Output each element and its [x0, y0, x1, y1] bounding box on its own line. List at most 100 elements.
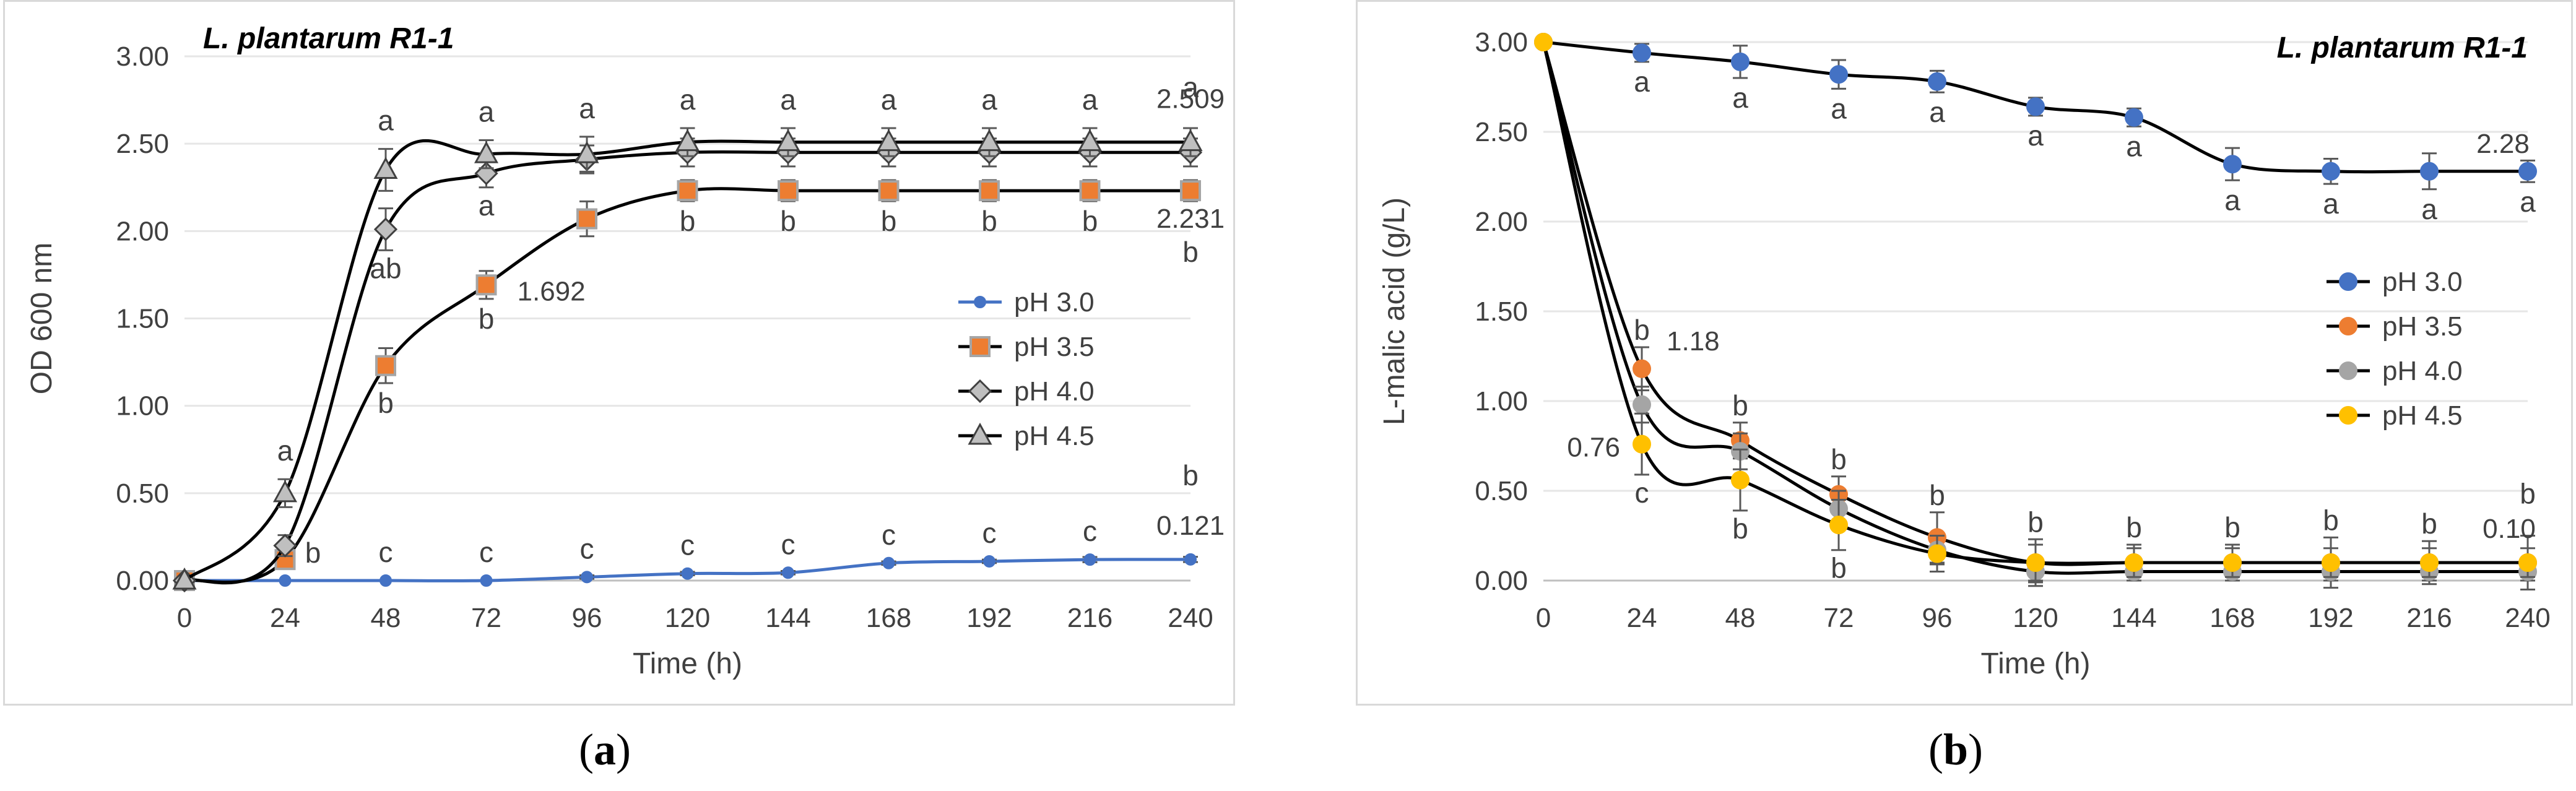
value-label: 2.231: [1156, 204, 1225, 234]
series-pH-3-0: [1534, 33, 2537, 191]
caption-b-letter: b: [1943, 725, 1969, 774]
value-label: 0.121: [1156, 511, 1225, 541]
series-pH-4-5: [1534, 33, 2537, 582]
significance-letter: b: [2027, 506, 2044, 538]
growth-chart: 0.00 0.50 1.00 1.50 2.00 2.50 3.00 0 24 48 72 96 120…: [25, 22, 1225, 680]
y-tick-label: 2.00: [1475, 207, 1528, 237]
value-label: 2.509: [1156, 84, 1225, 115]
legend-marker: [974, 296, 986, 308]
data-point: [1180, 180, 1201, 202]
legend-label: pH 4.0: [1014, 376, 1095, 407]
data-point: [375, 355, 396, 376]
x-tick-label: 216: [2406, 603, 2452, 633]
significance-letter: b: [2421, 508, 2437, 540]
x-tick-label: 192: [2308, 603, 2353, 633]
legend-marker: [2339, 317, 2357, 335]
significance-letter: a: [1182, 71, 1199, 103]
significance-letter: a: [981, 84, 997, 116]
significance-letter: b: [1831, 443, 1847, 475]
significance-letter: a: [1929, 96, 1945, 128]
significance-letter: c: [982, 517, 997, 549]
significance-letter: a: [579, 92, 595, 124]
x-axis-title: Time (h): [1981, 647, 2091, 680]
data-point: [2322, 162, 2340, 181]
data-point: [2518, 553, 2537, 572]
y-axis-title: OD 600 nm: [25, 243, 58, 394]
significance-letter: a: [378, 105, 394, 137]
x-tick-label: 168: [2210, 603, 2255, 633]
significance-letter: b: [981, 205, 997, 237]
significance-letter: a: [1831, 92, 1847, 124]
significance-letter: a: [2027, 119, 2044, 152]
data-point: [576, 208, 597, 230]
significance-letter: b: [881, 205, 897, 237]
significance-letter: c: [882, 519, 896, 551]
x-tick-label: 96: [572, 603, 602, 633]
x-tick-label: 0: [177, 603, 192, 633]
x-tick-label: 48: [1725, 603, 1756, 633]
significance-letter: b: [2224, 511, 2240, 543]
data-point: [2420, 553, 2439, 572]
legend-entry: pH 3.5: [2327, 311, 2463, 342]
data-point: [2322, 553, 2340, 572]
legend-label: pH 4.5: [2382, 400, 2463, 431]
legend-label: pH 4.5: [1014, 421, 1095, 451]
data-point: [475, 274, 497, 296]
data-point: [1079, 180, 1101, 202]
chart-panel-b: 0.00 0.50 1.00 1.50 2.00 2.50 3.00 0 24 48 72 96 120…: [1356, 0, 2573, 706]
significance-letter: b: [2323, 504, 2339, 536]
data-point: [379, 574, 392, 587]
data-point: [1178, 129, 1203, 152]
data-point: [1083, 553, 1096, 566]
data-point: [1829, 516, 1848, 535]
y-tick-label: 2.50: [116, 129, 169, 159]
significance-letter: a: [479, 189, 495, 222]
data-point: [1633, 43, 1651, 63]
data-point: [1633, 434, 1651, 454]
x-tick-label: 192: [966, 603, 1012, 633]
y-tick-label: 0.00: [116, 566, 169, 596]
x-tick-label: 144: [2111, 603, 2156, 633]
data-point: [172, 567, 197, 590]
y-tick-label: 3.00: [1475, 27, 1528, 58]
value-label: 0.76: [1567, 433, 1620, 463]
data-point: [474, 140, 499, 163]
y-tick-label: 2.50: [1475, 117, 1528, 147]
legend-entry: pH 4.5: [958, 421, 1095, 451]
x-tick-label: 96: [1922, 603, 1953, 633]
y-tick-label: 0.00: [1475, 566, 1528, 596]
significance-letter: b: [479, 303, 495, 335]
x-tick-label: 120: [665, 603, 710, 633]
data-point: [677, 180, 698, 202]
x-tick-label: 0: [1536, 603, 1551, 633]
legend-label: pH 4.0: [2382, 356, 2463, 386]
value-label: 1.18: [1667, 326, 1720, 357]
y-tick-label: 2.00: [116, 216, 169, 246]
x-tick-label: 24: [1627, 603, 1657, 633]
significance-letter: b: [1634, 314, 1650, 346]
x-tick-label: 24: [270, 603, 300, 633]
value-label: 2.28: [2476, 129, 2530, 159]
significance-letter: c: [781, 528, 796, 560]
data-point: [1633, 359, 1651, 378]
chart-panel-a: 0.00 0.50 1.00 1.50 2.00 2.50 3.00 0 24 48 72 96 120…: [3, 0, 1235, 706]
significance-letter: b: [1182, 236, 1199, 268]
significance-letter: a: [479, 96, 495, 128]
data-point: [2026, 97, 2045, 116]
data-point: [983, 555, 995, 568]
x-tick-label: 144: [765, 603, 810, 633]
significance-letter: a: [277, 434, 293, 467]
data-point: [1829, 65, 1848, 84]
x-axis-title: Time (h): [633, 647, 742, 680]
significance-letter: a: [881, 84, 897, 116]
data-point: [1731, 52, 1750, 71]
significance-letter: c: [680, 529, 695, 561]
data-point: [373, 217, 398, 241]
significance-letter: b: [1831, 552, 1847, 584]
y-tick-label: 0.50: [116, 478, 169, 509]
data-point: [778, 180, 799, 202]
significance-letter: a: [1082, 84, 1098, 116]
significance-letter: a: [1732, 82, 1748, 114]
significance-letter: b: [1732, 512, 1748, 545]
y-tick-label: 1.00: [116, 391, 169, 421]
